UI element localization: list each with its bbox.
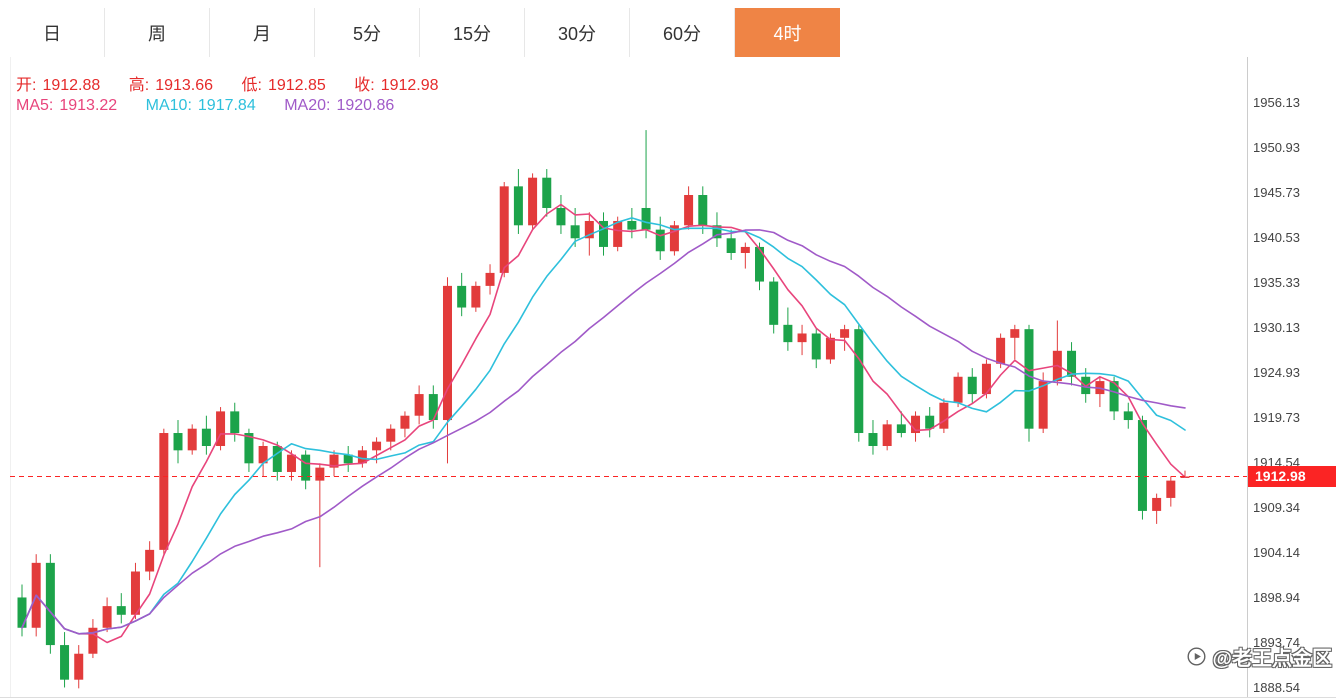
tab-15min[interactable]: 15分 — [420, 8, 525, 57]
y-tick: 1893.74 — [1253, 635, 1300, 650]
tab-4hour[interactable]: 4时 — [735, 8, 840, 57]
ma20-value: 1920.86 — [336, 97, 395, 114]
y-tick: 1924.93 — [1253, 365, 1300, 380]
close-value: 1912.98 — [380, 77, 439, 94]
y-axis-line — [1247, 57, 1248, 697]
tab-30min[interactable]: 30分 — [525, 8, 630, 57]
ma10-label: MA10: — [145, 97, 192, 114]
left-axis-line — [10, 57, 11, 697]
kuaishou-logo-icon — [1186, 646, 1207, 667]
y-tick: 1919.73 — [1253, 410, 1300, 425]
ma-legend: MA5: 1913.22 MA10: 1917.84 MA20: 1920.86 — [16, 97, 418, 115]
y-tick: 1898.94 — [1253, 590, 1300, 605]
ma5-label: MA5: — [16, 97, 54, 114]
chart-panel: 开: 1912.88 高: 1913.66 低: 1912.85 收: 1912.98 … — [0, 57, 1336, 698]
watermark-text: @老王点金区 — [1212, 648, 1332, 670]
open-value: 1912.88 — [42, 77, 101, 94]
ohlc-legend: 开: 1912.88 高: 1913.66 低: 1912.85 收: 1912.98 — [16, 71, 463, 95]
high-value: 1913.66 — [155, 77, 214, 94]
tab-5min[interactable]: 5分 — [315, 8, 420, 57]
y-tick: 1945.73 — [1253, 185, 1300, 200]
ma10-value: 1917.84 — [197, 97, 256, 114]
y-tick: 1930.13 — [1253, 320, 1300, 335]
low-value: 1912.85 — [267, 77, 326, 94]
open-label: 开: — [16, 77, 37, 94]
y-tick: 1909.34 — [1253, 500, 1300, 515]
low-label: 低: — [241, 77, 262, 94]
y-tick: 1904.14 — [1253, 545, 1300, 560]
candlestick-chart[interactable] — [0, 57, 1247, 698]
tab-daily[interactable]: 日 — [0, 8, 105, 57]
current-price-badge: 1912.98 — [1248, 465, 1336, 487]
y-axis-ticks: 1956.13 1950.93 1945.73 1940.53 1935.33 … — [1253, 95, 1336, 696]
high-label: 高: — [128, 77, 150, 94]
ma5-value: 1913.22 — [59, 97, 118, 114]
timeframe-tabbar: 日 周 月 5分 15分 30分 60分 4时 — [0, 8, 840, 57]
y-tick: 1940.53 — [1253, 230, 1300, 245]
y-tick: 1950.93 — [1253, 140, 1300, 155]
tab-weekly[interactable]: 周 — [105, 8, 210, 57]
y-tick: 1935.33 — [1253, 275, 1300, 290]
current-price-value: 1912.98 — [1255, 468, 1306, 485]
y-tick: 1888.54 — [1253, 680, 1300, 695]
tab-60min[interactable]: 60分 — [630, 8, 735, 57]
ma20-label: MA20: — [284, 97, 331, 114]
close-label: 收: — [354, 77, 375, 94]
tab-monthly[interactable]: 月 — [210, 8, 315, 57]
watermark: @老王点金区 — [1186, 642, 1332, 671]
y-tick: 1956.13 — [1253, 95, 1300, 110]
